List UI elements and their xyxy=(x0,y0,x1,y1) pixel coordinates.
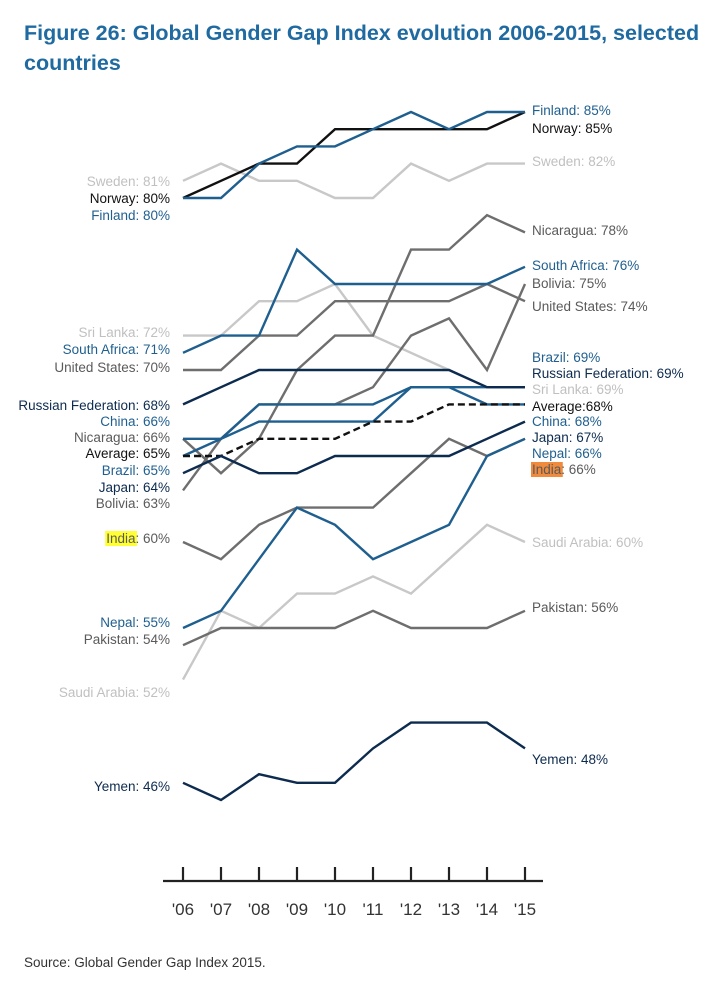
label-average-left: Average: 65% xyxy=(85,446,170,461)
label-russian-federation-right: Russian Federation: 69% xyxy=(532,366,684,381)
label-finland-left: Finland: 80% xyxy=(91,208,170,223)
label-nepal-left: Nepal: 55% xyxy=(100,615,170,630)
series-line-china xyxy=(183,386,525,440)
label-bolivia-right: Bolivia: 75% xyxy=(532,276,606,291)
series-line-nepal xyxy=(182,437,526,630)
source-note: Source: Global Gender Gap Index 2015. xyxy=(24,955,266,970)
label-sweden-right: Sweden: 82% xyxy=(532,154,615,169)
series-line-brazil xyxy=(182,386,525,458)
label-nicaragua-left: Nicaragua: 66% xyxy=(74,430,170,445)
x-tick-label: '06 xyxy=(172,900,194,919)
label-russian-federation-left: Russian Federation: 68% xyxy=(18,398,170,413)
label-united-states-right: United States: 74% xyxy=(532,299,648,314)
x-tick-label: '13 xyxy=(438,900,460,919)
series-line-pakistan xyxy=(182,609,526,647)
series-line-saudi-arabia xyxy=(181,523,526,681)
label-bolivia-left: Bolivia: 63% xyxy=(96,496,170,511)
label-pakistan-left: Pakistan: 54% xyxy=(84,632,170,647)
label-brazil-left: Brazil: 65% xyxy=(102,463,170,478)
x-tick-label: '09 xyxy=(286,900,308,919)
label-india-left: India: 60% xyxy=(106,531,170,546)
label-brazil-right: Brazil: 69% xyxy=(532,350,600,365)
label-india-right-highlight xyxy=(531,462,563,477)
label-sri-lanka-left: Sri Lanka: 72% xyxy=(78,325,170,340)
series-line-finland xyxy=(183,110,525,200)
label-india-right: India: 66% xyxy=(532,462,596,477)
series-lines xyxy=(181,110,527,802)
label-finland-right: Finland: 85% xyxy=(532,103,611,118)
x-tick-label: '14 xyxy=(476,900,498,919)
series-line-south-africa xyxy=(182,247,526,354)
label-south-africa-left: South Africa: 71% xyxy=(63,342,170,357)
label-nicaragua-right: Nicaragua: 78% xyxy=(532,223,628,238)
label-yemen-right: Yemen: 48% xyxy=(532,752,608,767)
label-sweden-left: Sweden: 81% xyxy=(87,174,170,189)
label-norway-right: Norway: 85% xyxy=(532,121,612,136)
series-line-sweden xyxy=(182,162,525,200)
series-labels: Sweden: 81% Sweden: 82% Norway: 80% Norway:… xyxy=(18,103,683,794)
label-japan-right: Japan: 67% xyxy=(532,430,603,445)
x-tick-label: '12 xyxy=(400,900,422,919)
label-saudi-arabia-left: Saudi Arabia: 52% xyxy=(59,685,170,700)
label-saudi-arabia-right: Saudi Arabia: 60% xyxy=(532,535,643,550)
series-line-yemen xyxy=(182,721,526,802)
x-tick-label: '10 xyxy=(324,900,346,919)
x-tick-label: '08 xyxy=(248,900,270,919)
x-axis: '06 '07 '08 '09 '10 '11 '12 '13 '14 '15 xyxy=(163,867,543,919)
label-sri-lanka-right: Sri Lanka: 69% xyxy=(532,382,624,397)
label-nepal-right: Nepal: 66% xyxy=(532,446,602,461)
series-line-average xyxy=(183,403,525,458)
chart-title: Figure 26: Global Gender Gap Index evolu… xyxy=(24,21,700,75)
label-average-right: Average:68% xyxy=(532,399,613,414)
series-line-united-states xyxy=(183,282,526,372)
label-china-right: China: 68% xyxy=(532,414,602,429)
label-south-africa-right: South Africa: 76% xyxy=(532,258,639,273)
label-pakistan-right: Pakistan: 56% xyxy=(532,600,618,615)
x-tick-label: '07 xyxy=(210,900,232,919)
label-united-states-left: United States: 70% xyxy=(54,360,170,375)
series-line-japan xyxy=(182,420,526,475)
x-tick-label: '15 xyxy=(514,900,536,919)
x-tick-label: '11 xyxy=(363,900,384,919)
series-line-russian-federation xyxy=(182,368,525,406)
label-india-left-name: India xyxy=(106,531,136,546)
label-japan-left: Japan: 64% xyxy=(99,480,170,495)
series-line-nicaragua xyxy=(182,213,526,475)
label-china-left: China: 66% xyxy=(100,414,170,429)
label-yemen-left: Yemen: 46% xyxy=(94,779,170,794)
label-norway-left: Norway: 80% xyxy=(90,191,170,206)
label-india-right-name: India xyxy=(532,462,562,477)
label-india-left-highlight xyxy=(105,531,137,546)
series-line-norway xyxy=(182,110,526,200)
